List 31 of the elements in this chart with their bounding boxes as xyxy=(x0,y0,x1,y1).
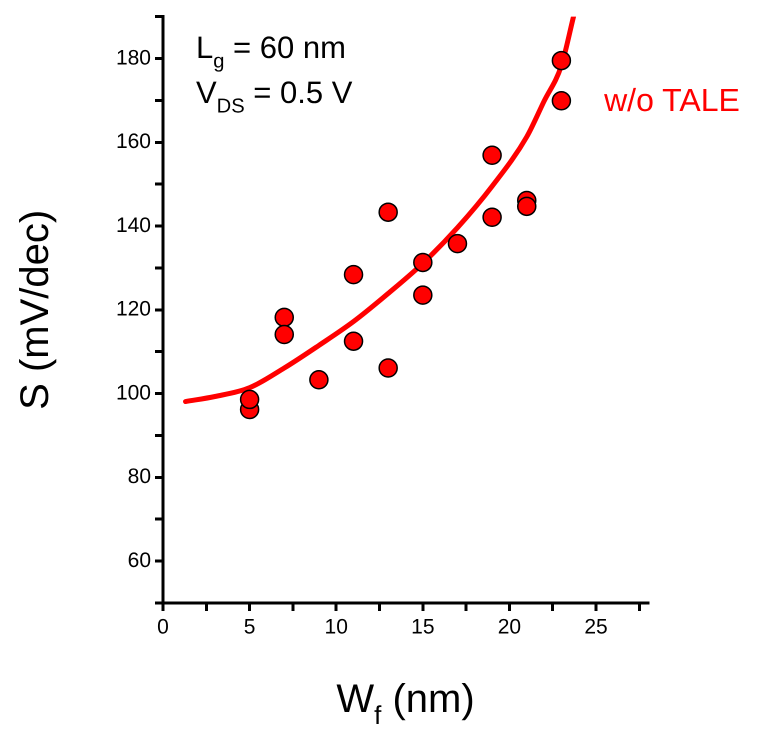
point xyxy=(517,196,536,216)
y-tick-label: 60 xyxy=(128,548,151,572)
x-tick-label: 15 xyxy=(411,615,434,638)
point xyxy=(309,370,329,390)
point xyxy=(378,202,398,222)
x-tick-label: 5 xyxy=(244,615,256,638)
y-tick-label: 80 xyxy=(128,465,151,488)
point xyxy=(413,285,433,305)
point xyxy=(552,50,572,70)
point xyxy=(274,308,294,328)
y-tick-label: 160 xyxy=(116,130,151,154)
x-tick-label: 10 xyxy=(324,615,348,638)
series-label: w/o TALE xyxy=(603,82,740,118)
point xyxy=(240,390,260,410)
y-tick-label: 100 xyxy=(116,381,151,404)
x-tick-label: 25 xyxy=(584,615,608,638)
point xyxy=(344,331,364,351)
point xyxy=(552,91,572,111)
x-tick-label: 0 xyxy=(157,615,169,638)
x-tick-label: 20 xyxy=(498,615,522,638)
point xyxy=(344,264,364,284)
y-tick-label: 120 xyxy=(116,298,151,321)
point xyxy=(482,207,502,227)
point xyxy=(482,145,502,165)
y-tick-label: 140 xyxy=(116,214,151,237)
point xyxy=(378,358,398,378)
y-tick-label: 180 xyxy=(116,46,151,70)
y-axis-title: S (mV/dec) xyxy=(13,210,57,410)
point xyxy=(413,252,433,272)
point xyxy=(274,324,294,344)
point xyxy=(448,234,468,254)
